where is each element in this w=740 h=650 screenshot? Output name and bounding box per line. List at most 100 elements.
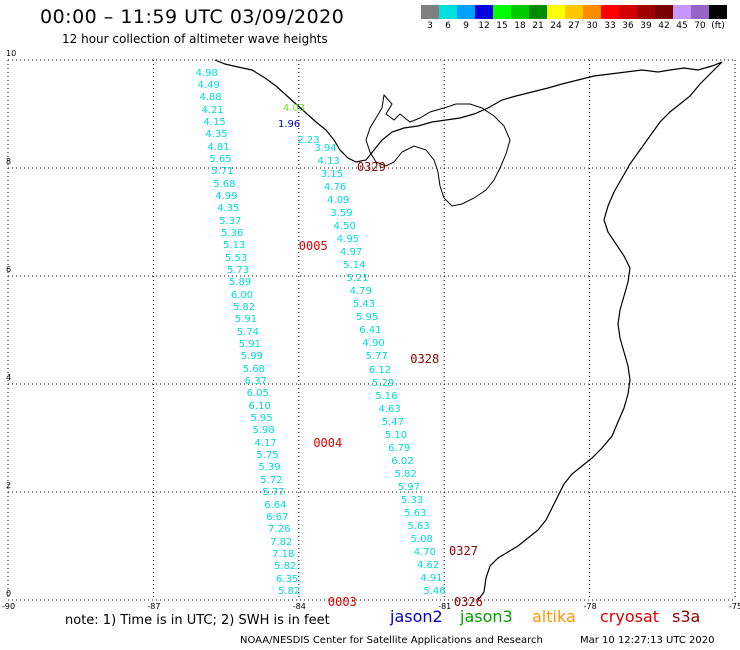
swh-reading: 4.17 <box>254 437 277 449</box>
swh-reading: 5.33 <box>400 494 424 506</box>
swh-reading: 5.95 <box>250 413 273 425</box>
x-tick-label: -78 <box>583 602 597 611</box>
scale-swatch: 12 <box>475 5 493 31</box>
swh-reading: 5.13 <box>223 240 246 252</box>
swh-reading: 5.82 <box>394 468 417 480</box>
scale-swatch: 70 <box>691 5 709 31</box>
x-tick-label: -90 <box>2 602 16 611</box>
pass-time-label: 0005 <box>298 238 328 253</box>
scale-label: 24 <box>550 21 562 31</box>
scale-label: 27 <box>568 21 580 31</box>
scale-swatch: 15 <box>493 5 511 31</box>
scale-swatch: 18 <box>511 5 529 31</box>
swh-reading: 4.90 <box>362 338 385 350</box>
swh-reading: 1.96 <box>277 118 301 130</box>
scale-swatch: 30 <box>583 5 601 31</box>
legend-item-s3a: s3a <box>672 607 701 626</box>
swh-reading: 4.91 <box>420 572 443 584</box>
swh-reading: 5.99 <box>240 351 263 363</box>
footnote: note: 1) Time is in UTC; 2) SWH is in fe… <box>65 613 330 628</box>
swh-reading: 4.81 <box>207 141 230 153</box>
y-tick-label: 2 <box>6 481 12 490</box>
pass-time-label: 0329 <box>356 160 386 175</box>
swh-reading: 4.09 <box>327 195 350 207</box>
swh-reading: 6.10 <box>248 400 271 412</box>
scale-swatch: (ft) <box>709 5 727 31</box>
scale-label: 3 <box>427 21 433 31</box>
swh-reading: 4.15 <box>203 116 226 128</box>
credit-line: NOAA/NESDIS Center for Satellite Applica… <box>240 635 543 646</box>
legend-item-altika: altika <box>532 607 576 626</box>
swh-reading: 6.05 <box>246 388 269 400</box>
swh-reading: 5.65 <box>209 153 232 165</box>
swh-reading: 4.88 <box>199 92 222 104</box>
y-tick-label: 4 <box>6 373 12 382</box>
scale-label: 42 <box>658 21 670 31</box>
swh-reading: 5.53 <box>224 252 248 264</box>
scale-swatch: 9 <box>457 5 475 31</box>
swh-reading: 5.43 <box>352 299 376 311</box>
scale-swatch: 27 <box>565 5 583 31</box>
swh-reading: 7.18 <box>272 548 295 560</box>
x-tick-label: -81 <box>438 602 452 611</box>
swh-reading: 7.26 <box>268 524 291 536</box>
scale-swatch: 3 <box>421 5 439 31</box>
scale-label: 9 <box>463 21 469 31</box>
scale-label: 15 <box>496 21 508 31</box>
scale-label: 30 <box>586 21 598 31</box>
legend-item-cryosat: cryosat <box>600 607 660 626</box>
swh-reading: 4.35 <box>205 129 228 141</box>
scale-label: (ft) <box>711 21 725 31</box>
legend-item-jason3: jason3 <box>460 607 513 626</box>
swh-reading: 5.68 <box>213 178 236 190</box>
swh-reading: 5.97 <box>397 481 420 493</box>
generation-timestamp: Mar 10 12:27:13 UTC 2020 <box>580 635 715 646</box>
scale-label: 36 <box>622 21 634 31</box>
legend-item-jason2: jason2 <box>390 607 443 626</box>
swh-reading: 5.21 <box>346 273 369 285</box>
swh-reading: 5.77 <box>262 487 285 499</box>
swh-reading: 5.74 <box>236 326 260 338</box>
swh-reading: 3.15 <box>320 169 343 181</box>
swh-reading: 5.82 <box>277 585 301 597</box>
scale-label: 70 <box>694 21 706 31</box>
swh-reading: 5.71 <box>211 166 234 178</box>
scale-label: 18 <box>514 21 526 31</box>
swh-reading: 4.62 <box>416 559 440 571</box>
scale-swatch: 39 <box>637 5 655 31</box>
swh-reading: 4.35 <box>217 203 240 215</box>
coastline-inner <box>365 93 511 207</box>
swh-reading: 5.91 <box>234 314 258 326</box>
swh-reading: 5.39 <box>258 462 281 474</box>
swh-reading: 4.95 <box>336 234 360 246</box>
swh-reading: 5.89 <box>228 277 252 289</box>
swh-reading: 5.77 <box>365 351 388 363</box>
swh-reading: 5.46 <box>423 585 446 597</box>
swh-reading: 4.99 <box>215 190 238 202</box>
pass-time-label: 0328 <box>410 352 440 366</box>
swh-reading: 5.91 <box>238 339 261 351</box>
swh-reading: 6.02 <box>391 455 414 467</box>
swh-reading: 5.29 <box>372 377 395 389</box>
swh-reading: 6.37 <box>244 376 267 388</box>
y-tick-label: 6 <box>6 265 12 274</box>
scale-swatch: 36 <box>619 5 637 31</box>
swh-reading: 5.95 <box>356 312 379 324</box>
swh-reading: 2.23 <box>297 135 320 146</box>
swh-reading: 5.63 <box>404 507 427 519</box>
page-title: 00:00 – 11:59 UTC 03/09/2020 <box>40 6 345 28</box>
scale-label: 21 <box>532 21 544 31</box>
swh-reading: 4.21 <box>201 104 224 116</box>
swh-reading: 5.10 <box>384 429 408 441</box>
scale-label: 45 <box>676 21 688 31</box>
pass-time-label: 0004 <box>313 435 343 450</box>
pass-time-label: 0326 <box>453 595 483 609</box>
swh-reading: 5.37 <box>219 215 242 227</box>
swh-reading: 5.82 <box>232 302 256 313</box>
scale-label: 6 <box>445 21 451 31</box>
swh-reading: 4.49 <box>197 79 220 91</box>
x-tick-label: -84 <box>292 602 306 611</box>
swh-reading: 4.79 <box>349 286 372 298</box>
swh-reading: 6.64 <box>264 499 287 511</box>
